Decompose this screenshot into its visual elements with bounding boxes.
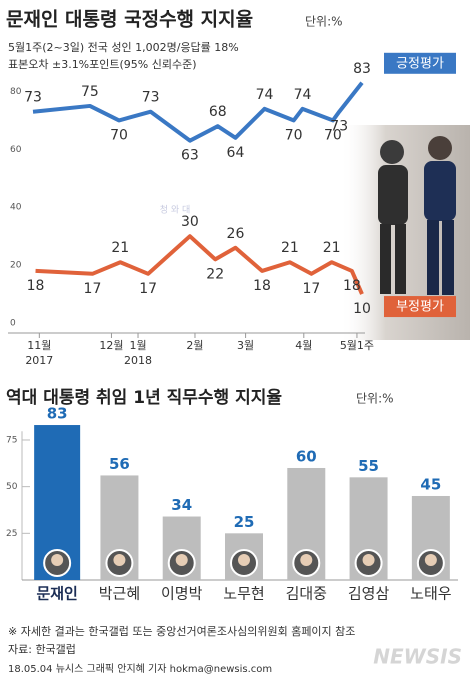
- x-tick-label: 박근혜: [99, 585, 140, 603]
- value-label: 21: [111, 240, 129, 256]
- legend-swatch: [384, 52, 456, 74]
- value-label: 21: [281, 240, 299, 256]
- value-label: 68: [209, 104, 227, 120]
- x-tick-label: 12월: [99, 339, 123, 352]
- value-label: 60: [296, 447, 317, 465]
- x-tick-label: 3월: [237, 339, 254, 352]
- brand: NEWSIS: [373, 645, 462, 669]
- value-label: 34: [171, 496, 192, 514]
- portrait-face: [424, 554, 437, 566]
- portrait-face: [238, 554, 250, 566]
- x-sublabel: 2018: [124, 354, 152, 367]
- y-tick-label: 75: [6, 435, 17, 445]
- value-label: 17: [302, 281, 320, 297]
- value-label: 56: [109, 455, 130, 473]
- portrait-face: [113, 554, 126, 566]
- portrait-face: [175, 554, 188, 566]
- y-tick-label: 60: [10, 145, 22, 155]
- value-label: 22: [206, 266, 224, 282]
- photo: [340, 125, 470, 340]
- value-label: 30: [181, 214, 199, 230]
- y-tick-label: 40: [10, 203, 22, 213]
- value-label: 83: [47, 405, 68, 423]
- legend-swatch: [384, 296, 456, 318]
- value-label: 83: [353, 61, 371, 77]
- credit: 18.05.04 뉴시스 그래픽 안지혜 기자 hokma@newsis.com: [8, 663, 272, 675]
- chart-title: 역대 대통령 취임 1년 직무수행 지지율: [6, 387, 282, 408]
- portrait-face: [51, 554, 64, 566]
- value-label: 18: [343, 278, 361, 294]
- subtitle: 5월1주(2~3일) 전국 성인 1,002명/응답률 18%: [8, 40, 239, 54]
- y-tick-label: 50: [6, 482, 18, 492]
- x-tick-label: 2월: [186, 339, 203, 352]
- value-label: 70: [110, 127, 128, 143]
- x-tick-label: 11월: [27, 339, 51, 352]
- y-tick-label: 20: [10, 261, 22, 271]
- value-label: 74: [256, 87, 274, 103]
- x-tick-label: 이명박: [161, 585, 203, 603]
- unit: 단위:%: [305, 15, 343, 29]
- portrait-face: [362, 554, 375, 566]
- x-tick-label: 노무현: [223, 585, 264, 603]
- x-tick-label: 김영삼: [348, 585, 390, 603]
- subtitle: 표본오차 ±3.1%포인트(95% 신뢰수준): [8, 58, 197, 71]
- value-label: 63: [181, 148, 199, 164]
- value-label: 17: [139, 281, 157, 297]
- value-label: 70: [324, 127, 342, 143]
- line-series: [35, 234, 364, 295]
- value-label: 45: [420, 475, 441, 493]
- value-label: 25: [234, 513, 255, 531]
- legend-label: 부정평가: [396, 300, 444, 315]
- value-label: 17: [84, 281, 102, 297]
- x-tick-label: 4월: [295, 339, 312, 352]
- value-label: 10: [353, 301, 371, 317]
- value-label: 18: [27, 278, 45, 294]
- value-label: 64: [227, 145, 245, 161]
- footnote: ※ 자세한 결과는 한국갤럽 또는 중앙선거여론조사심의위원회 홈페이지 참조: [8, 624, 355, 638]
- x-tick-label: 노태우: [410, 585, 452, 603]
- source: 자료: 한국갤럽: [8, 642, 76, 656]
- value-label: 26: [227, 226, 245, 242]
- x-sublabel: 2017: [25, 354, 53, 367]
- portrait-face: [300, 554, 313, 566]
- value-label: 74: [294, 87, 312, 103]
- x-tick-label: 5월1주: [340, 339, 374, 352]
- y-tick-label: 0: [10, 319, 16, 329]
- unit: 단위:%: [356, 392, 394, 406]
- x-tick-label: 1월: [129, 339, 146, 352]
- value-label: 75: [81, 84, 99, 100]
- value-label: 73: [330, 119, 348, 135]
- value-label: 55: [358, 457, 379, 475]
- value-label: 70: [285, 127, 303, 143]
- y-tick-label: 25: [6, 529, 17, 539]
- value-label: 21: [323, 240, 341, 256]
- line-series: [32, 81, 364, 143]
- watermark: 청 와 대: [160, 204, 191, 216]
- legend-label: 긍정평가: [396, 56, 444, 71]
- x-tick-label: 김대중: [286, 585, 327, 603]
- x-tick-label: 문재인: [36, 585, 77, 603]
- y-tick-label: 80: [10, 87, 22, 97]
- value-label: 73: [24, 90, 42, 106]
- value-label: 18: [253, 278, 271, 294]
- chart-title: 문재인 대통령 국정수행 지지율: [6, 9, 253, 31]
- value-label: 73: [142, 90, 160, 106]
